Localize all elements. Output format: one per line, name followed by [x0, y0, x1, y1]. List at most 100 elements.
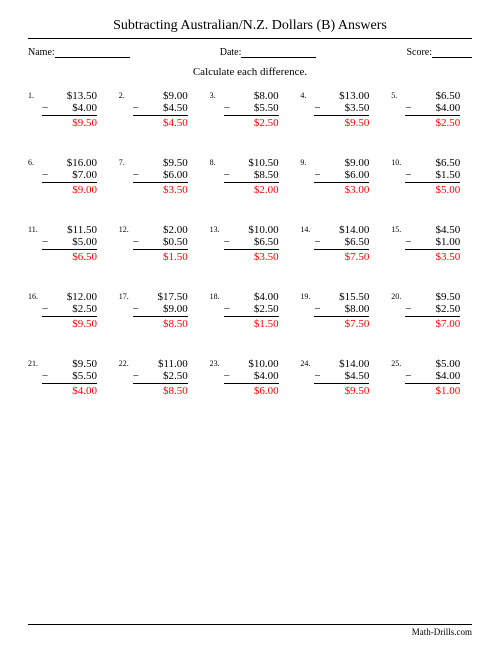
problem-stack: $10.50−$8.50$2.00 — [224, 157, 279, 196]
subtrahend-value: $0.50 — [163, 236, 188, 248]
minuend: $4.00 — [224, 291, 279, 303]
subtrahend-value: $7.00 — [72, 169, 97, 181]
minus-sign: − — [133, 303, 139, 315]
problem: 22.$11.00−$2.50$8.50 — [119, 358, 200, 397]
problem-stack: $13.50−$4.00$9.50 — [42, 90, 97, 129]
answer: $1.00 — [405, 384, 460, 397]
minus-sign: − — [133, 102, 139, 114]
problem-stack: $10.00−$4.00$6.00 — [224, 358, 279, 397]
problem-number: 4. — [300, 90, 314, 100]
subtrahend-value: $4.00 — [254, 370, 279, 382]
answer: $1.50 — [133, 250, 188, 263]
minuend: $15.50 — [314, 291, 369, 303]
minuend: $9.00 — [133, 90, 188, 102]
problem-stack: $8.00−$5.50$2.50 — [224, 90, 279, 129]
minuend: $9.00 — [314, 157, 369, 169]
minuend: $16.00 — [42, 157, 97, 169]
subtrahend-value: $6.00 — [163, 169, 188, 181]
answer: $7.50 — [314, 250, 369, 263]
subtrahend: − $3.50 — [314, 102, 369, 116]
answer: $3.50 — [133, 183, 188, 196]
problem-number: 8. — [210, 157, 224, 167]
problem: 4.$13.00−$3.50$9.50 — [300, 90, 381, 129]
minus-sign: − — [224, 303, 230, 315]
subtrahend-value: $5.50 — [72, 370, 97, 382]
answer: $4.00 — [42, 384, 97, 397]
subtrahend: −$6.00 — [133, 169, 188, 183]
answer: $8.50 — [133, 384, 188, 397]
subtrahend: −$7.00 — [42, 169, 97, 183]
problem-number: 1. — [28, 90, 42, 100]
problem: 3.$8.00−$5.50$2.50 — [210, 90, 291, 129]
answer: $9.50 — [314, 116, 369, 129]
header-row: Name: Date: Score: — [28, 47, 472, 58]
minus-sign: − — [405, 102, 411, 114]
minuend: $10.00 — [224, 224, 279, 236]
problem: 11.$11.50−$5.00$6.50 — [28, 224, 109, 263]
problem-number: 20. — [391, 291, 405, 301]
problem: 21.$9.50−$5.50$4.00 — [28, 358, 109, 397]
minus-sign: − — [314, 102, 320, 114]
score-blank[interactable] — [432, 48, 472, 58]
minus-sign: − — [405, 169, 411, 181]
minus-sign: − — [405, 236, 411, 248]
problem: 20.$9.50−$2.50$7.00 — [391, 291, 472, 330]
answer: $9.50 — [42, 317, 97, 330]
minuend: $8.00 — [224, 90, 279, 102]
problem: 17.$17.50−$9.00$8.50 — [119, 291, 200, 330]
minus-sign: − — [314, 370, 320, 382]
problem-stack: $2.00−$0.50$1.50 — [133, 224, 188, 263]
subtrahend-value: $2.50 — [163, 370, 188, 382]
problem: 12.$2.00−$0.50$1.50 — [119, 224, 200, 263]
problem-number: 10. — [391, 157, 405, 167]
problem-number: 15. — [391, 224, 405, 234]
minuend: $11.00 — [133, 358, 188, 370]
date-blank[interactable] — [241, 48, 316, 58]
subtrahend-value: $4.00 — [72, 102, 97, 114]
minuend: $13.50 — [42, 90, 97, 102]
minus-sign: − — [133, 370, 139, 382]
instruction-text: Calculate each difference. — [28, 66, 472, 78]
minus-sign: − — [224, 236, 230, 248]
subtrahend: − $2.50 — [133, 370, 188, 384]
answer: $4.50 — [133, 116, 188, 129]
problem-number: 9. — [300, 157, 314, 167]
minus-sign: − — [42, 370, 48, 382]
subtrahend-value: $6.00 — [345, 169, 370, 181]
problem-stack: $4.00−$2.50$1.50 — [224, 291, 279, 330]
problem-number: 23. — [210, 358, 224, 368]
problem-number: 19. — [300, 291, 314, 301]
subtrahend-value: $3.50 — [345, 102, 370, 114]
subtrahend: − $1.00 — [405, 236, 460, 250]
minuend: $17.50 — [133, 291, 188, 303]
subtrahend-value: $4.00 — [435, 370, 460, 382]
subtrahend: −$6.50 — [314, 236, 369, 250]
minus-sign: − — [42, 236, 48, 248]
problems-grid: 1.$13.50−$4.00$9.502.$9.00−$4.50$4.503.$… — [28, 90, 472, 397]
problem-number: 16. — [28, 291, 42, 301]
date-label: Date: — [220, 47, 242, 58]
problem-stack: $16.00−$7.00$9.00 — [42, 157, 97, 196]
problem-number: 17. — [119, 291, 133, 301]
problem-stack: $14.00−$4.50$9.50 — [314, 358, 369, 397]
minuend: $2.00 — [133, 224, 188, 236]
answer: $3.50 — [224, 250, 279, 263]
subtrahend: −$1.50 — [405, 169, 460, 183]
minus-sign: − — [224, 169, 230, 181]
subtrahend-value: $1.00 — [435, 236, 460, 248]
name-label: Name: — [28, 47, 55, 58]
problem-stack: $9.50−$6.00$3.50 — [133, 157, 188, 196]
problem-number: 24. — [300, 358, 314, 368]
minus-sign: − — [224, 102, 230, 114]
answer: $9.50 — [314, 384, 369, 397]
name-blank[interactable] — [55, 48, 130, 58]
problem-stack: $10.00−$6.50$3.50 — [224, 224, 279, 263]
answer: $9.00 — [42, 183, 97, 196]
problem-stack: $6.50−$1.50$5.00 — [405, 157, 460, 196]
problem: 19.$15.50−$8.00$7.50 — [300, 291, 381, 330]
subtrahend-value: $9.00 — [163, 303, 188, 315]
subtrahend-value: $5.00 — [72, 236, 97, 248]
minuend: $4.50 — [405, 224, 460, 236]
problem: 15.$4.50−$1.00$3.50 — [391, 224, 472, 263]
answer: $9.50 — [42, 116, 97, 129]
